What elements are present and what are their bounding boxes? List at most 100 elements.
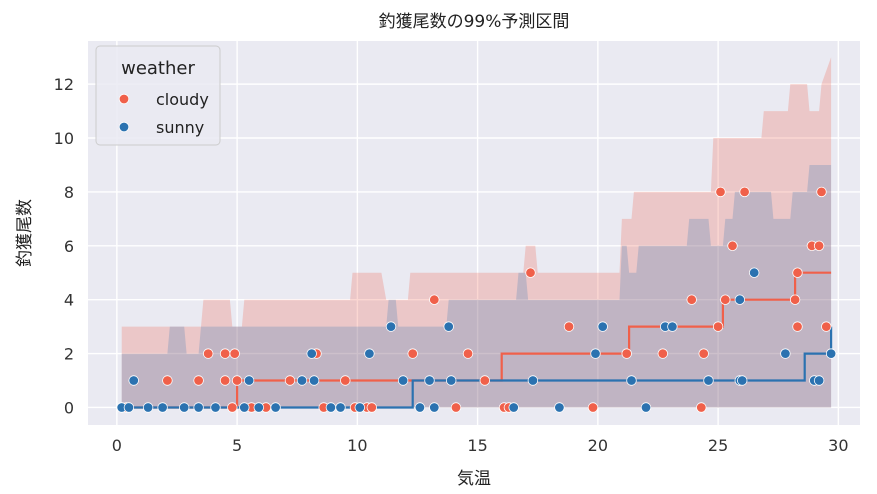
data-point-sunny	[397, 375, 409, 386]
x-tick-label: 5	[232, 436, 242, 455]
x-tick-labels: 0 5 10 15 20 25 30	[112, 436, 849, 455]
data-point-sunny	[597, 321, 608, 332]
data-point-cloudy	[621, 348, 632, 359]
data-point-cloudy	[525, 267, 536, 278]
data-point-sunny	[414, 402, 426, 413]
data-point-cloudy	[429, 294, 440, 305]
data-point-cloudy	[587, 402, 599, 413]
data-point-sunny	[239, 402, 250, 413]
data-point-sunny	[590, 348, 601, 359]
legend-title: weather	[121, 58, 195, 79]
y-tick-labels: 0 2 4 6 8 10 12	[54, 75, 74, 417]
x-axis-title: 気温	[457, 469, 491, 489]
prediction-bands	[121, 57, 832, 408]
y-tick-label: 12	[54, 75, 74, 94]
data-point-sunny	[210, 402, 221, 413]
data-point-cloudy	[792, 267, 803, 278]
data-point-sunny	[253, 402, 264, 413]
prediction-band-sunny	[121, 165, 832, 408]
data-point-sunny	[640, 402, 652, 413]
legend-marker-cloudy	[118, 93, 130, 105]
y-tick-label: 0	[64, 398, 74, 417]
y-tick-label: 10	[54, 129, 74, 148]
data-point-cloudy	[229, 348, 240, 359]
data-point-cloudy	[727, 240, 738, 252]
data-point-sunny	[123, 402, 135, 413]
data-point-sunny	[734, 294, 746, 305]
x-tick-label: 10	[347, 436, 367, 455]
data-point-sunny	[749, 267, 760, 278]
data-point-sunny	[157, 402, 168, 413]
data-points	[116, 186, 837, 413]
data-point-sunny	[308, 375, 320, 386]
y-tick-label: 6	[64, 237, 74, 256]
y-tick-label: 8	[64, 183, 74, 202]
data-point-sunny	[626, 375, 637, 386]
data-point-cloudy	[162, 375, 173, 386]
y-tick-label: 2	[64, 345, 74, 364]
data-point-cloudy	[340, 375, 351, 386]
y-tick-label: 4	[64, 291, 74, 310]
data-point-sunny	[429, 402, 440, 413]
data-point-sunny	[193, 402, 204, 413]
data-point-cloudy	[792, 321, 803, 332]
data-point-sunny	[527, 375, 539, 386]
data-point-cloudy	[563, 321, 575, 332]
data-point-cloudy	[202, 348, 214, 359]
x-tick-label: 25	[708, 436, 728, 455]
data-point-cloudy	[789, 294, 801, 305]
y-axis-title: 釣獲尾数	[15, 199, 35, 267]
x-tick-label: 30	[828, 436, 848, 455]
data-point-sunny	[178, 402, 190, 413]
data-point-cloudy	[821, 321, 832, 332]
data-point-cloudy	[739, 186, 750, 198]
x-tick-label: 15	[467, 436, 487, 455]
x-tick-label: 20	[588, 436, 608, 455]
data-point-sunny	[385, 321, 397, 332]
data-point-sunny	[270, 402, 281, 413]
data-point-cloudy	[231, 375, 243, 386]
data-point-cloudy	[193, 375, 204, 386]
data-point-sunny	[667, 321, 678, 332]
legend-box	[95, 45, 221, 146]
data-point-sunny	[128, 375, 139, 386]
data-point-cloudy	[366, 402, 378, 413]
data-point-sunny	[424, 375, 435, 386]
data-point-cloudy	[698, 348, 709, 359]
data-point-sunny	[554, 402, 565, 413]
legend-label-cloudy: cloudy	[156, 90, 209, 109]
data-point-cloudy	[219, 375, 231, 386]
data-point-sunny	[364, 348, 375, 359]
data-point-cloudy	[219, 348, 231, 359]
data-point-cloudy	[284, 375, 296, 386]
data-point-cloudy	[696, 402, 707, 413]
data-point-sunny	[508, 402, 519, 413]
legend: weather cloudy sunny	[95, 45, 221, 146]
data-point-cloudy	[462, 348, 474, 359]
data-point-sunny	[306, 348, 317, 359]
data-point-sunny	[142, 402, 154, 413]
data-point-cloudy	[715, 186, 726, 198]
data-point-cloudy	[657, 348, 669, 359]
prediction-band-cloudy	[121, 57, 832, 408]
data-point-cloudy	[712, 321, 724, 332]
x-tick-label: 0	[112, 436, 122, 455]
legend-label-sunny: sunny	[156, 118, 204, 137]
chart-title: 釣獲尾数の99%予測区間	[379, 12, 570, 32]
data-point-cloudy	[227, 402, 238, 413]
median-line-sunny	[121, 326, 833, 409]
data-point-sunny	[703, 375, 714, 386]
data-point-sunny	[354, 402, 366, 413]
data-point-sunny	[737, 375, 748, 386]
data-point-sunny	[243, 375, 255, 386]
data-point-sunny	[443, 321, 454, 332]
data-point-sunny	[296, 375, 308, 386]
data-point-cloudy	[720, 294, 731, 305]
data-point-sunny	[825, 348, 837, 359]
data-point-cloudy	[686, 294, 697, 305]
data-point-sunny	[335, 402, 346, 413]
data-point-sunny	[446, 375, 457, 386]
data-point-cloudy	[450, 402, 462, 413]
data-point-cloudy	[407, 348, 418, 359]
